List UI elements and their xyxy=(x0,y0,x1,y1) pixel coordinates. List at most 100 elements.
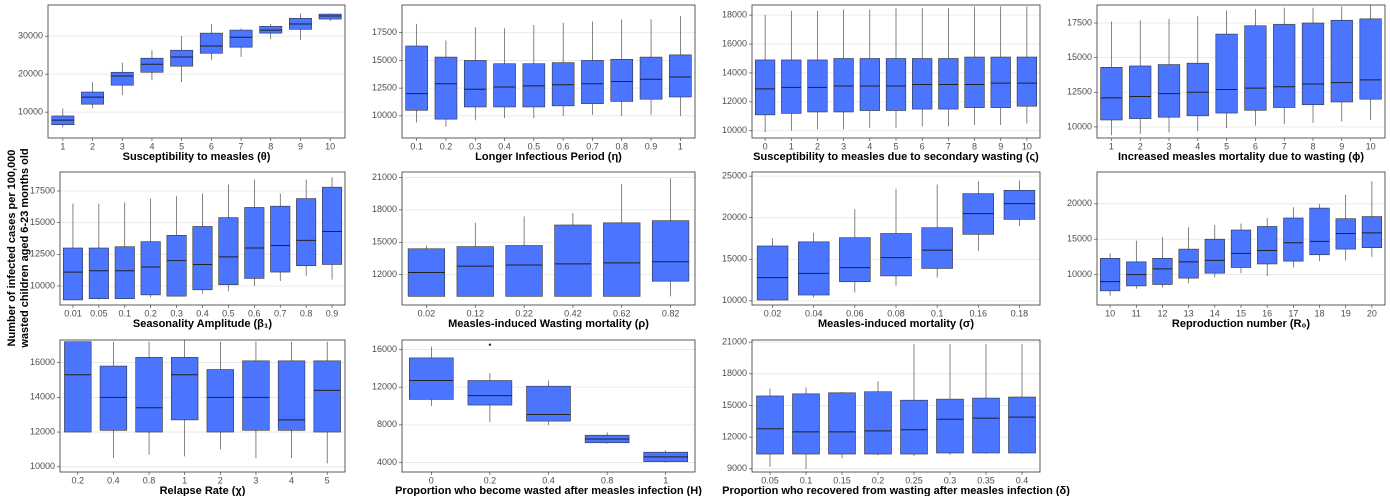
box xyxy=(1215,33,1238,114)
x-tick-label: 0.6 xyxy=(248,308,261,318)
x-tick-label: 13 xyxy=(1184,308,1194,318)
x-tick-label: 9 xyxy=(1339,141,1344,151)
x-axis-label: Relapse Rate (χ) xyxy=(160,485,246,496)
box xyxy=(1186,62,1209,117)
x-tick-label: 0.5 xyxy=(528,141,541,151)
y-tick-label: 12500 xyxy=(372,83,397,93)
box xyxy=(313,360,341,433)
y-tick-label: 12000 xyxy=(722,96,747,106)
box xyxy=(192,226,213,291)
box xyxy=(526,385,571,422)
box xyxy=(1016,56,1038,107)
plot-border xyxy=(401,339,696,473)
x-tick-label: 0.4 xyxy=(1016,475,1029,485)
x-tick-label: 0.1 xyxy=(410,141,423,151)
x-tick-label: 3 xyxy=(1166,141,1171,151)
y-tick-label: 20000 xyxy=(18,69,43,79)
box xyxy=(88,247,109,299)
box xyxy=(936,398,964,454)
box xyxy=(277,360,306,431)
box xyxy=(581,60,604,104)
box xyxy=(1257,226,1278,265)
box xyxy=(603,222,641,297)
x-tick-label: 0.5 xyxy=(222,308,235,318)
y-tick-label: 10000 xyxy=(1067,269,1092,279)
plot-border xyxy=(401,171,696,306)
x-tick-label: 8 xyxy=(1310,141,1315,151)
box xyxy=(756,245,789,301)
box xyxy=(1099,258,1121,292)
y-tick-label: 10000 xyxy=(1067,121,1092,131)
x-tick-label: 1 xyxy=(789,141,794,151)
y-tick-label: 18000 xyxy=(722,9,747,19)
box xyxy=(1204,238,1225,274)
y-tick-label: 8000 xyxy=(377,419,397,429)
x-tick-label: 1 xyxy=(60,141,65,151)
x-tick-label: 8 xyxy=(268,141,273,151)
box xyxy=(864,391,892,455)
box xyxy=(135,357,163,433)
x-tick-label: 7 xyxy=(239,141,244,151)
x-tick-label: 10 xyxy=(325,141,335,151)
box xyxy=(409,357,454,400)
x-axis-label: Susceptibility to measles due to seconda… xyxy=(753,151,1039,163)
y-tick-label: 15000 xyxy=(1067,52,1092,62)
x-tick-label: 3 xyxy=(253,475,258,485)
panel: 10000 12500 15000 17500 0.1 0.2 0.3 0.4 0.5 0.6 0.… xyxy=(372,4,696,163)
x-tick-label: 19 xyxy=(1341,308,1351,318)
x-tick-label: 0.05 xyxy=(761,475,779,485)
x-tick-label: 18 xyxy=(1315,308,1325,318)
box xyxy=(229,29,253,48)
box xyxy=(64,341,92,433)
x-tick-label: 10 xyxy=(1366,141,1376,151)
box xyxy=(1361,216,1383,248)
box xyxy=(669,54,692,98)
box xyxy=(1244,25,1267,111)
box xyxy=(839,237,871,283)
x-tick-label: 0.02 xyxy=(764,308,782,318)
box xyxy=(1100,67,1123,121)
box xyxy=(463,60,487,108)
plot-border xyxy=(751,339,1041,473)
y-tick-label: 21000 xyxy=(722,336,747,346)
x-axis-label: Seasonality Amplitude (β₁) xyxy=(133,318,273,330)
y-tick-label: 15000 xyxy=(722,254,747,264)
x-tick-label: 9 xyxy=(298,141,303,151)
y-tick-label: 12500 xyxy=(30,249,55,259)
box xyxy=(405,45,428,111)
box xyxy=(828,392,856,455)
y-tick-label: 12000 xyxy=(30,426,55,436)
y-tick-label: 14000 xyxy=(722,67,747,77)
plot-border xyxy=(751,171,1041,306)
x-tick-label: 9 xyxy=(998,141,1003,151)
plot-border xyxy=(1096,171,1386,306)
x-tick-label: 10 xyxy=(1105,308,1115,318)
y-tick-label: 16000 xyxy=(372,344,397,354)
x-tick-label: 0.18 xyxy=(1011,308,1029,318)
box xyxy=(505,245,543,297)
box xyxy=(1157,64,1181,118)
box xyxy=(166,235,187,297)
x-axis-label: Longer Infectious Period (η) xyxy=(475,151,622,163)
y-tick-label: 17500 xyxy=(30,185,55,195)
x-tick-label: 2 xyxy=(815,141,820,151)
box xyxy=(81,91,104,105)
y-tick-label: 15000 xyxy=(372,55,397,65)
panel: 10000 12500 15000 17500 1 2 3 4 5 6 7 8 9 10Increased… xyxy=(1067,4,1386,163)
x-tick-label: 0.25 xyxy=(905,475,923,485)
box xyxy=(1359,18,1382,100)
box xyxy=(244,207,265,279)
y-tick-label: 12000 xyxy=(722,432,747,442)
box xyxy=(242,360,270,431)
x-tick-label: 0.4 xyxy=(107,475,120,485)
y-tick-label: 20000 xyxy=(722,212,747,222)
x-tick-label: 4 xyxy=(289,475,294,485)
box xyxy=(880,233,912,277)
x-tick-label: 0.7 xyxy=(274,308,287,318)
y-tick-label: 30000 xyxy=(18,31,43,41)
x-tick-label: 0.2 xyxy=(440,141,453,151)
y-tick-label: 10000 xyxy=(18,107,43,117)
y-tick-label: 12000 xyxy=(372,382,397,392)
box xyxy=(140,241,161,296)
box xyxy=(900,399,928,455)
